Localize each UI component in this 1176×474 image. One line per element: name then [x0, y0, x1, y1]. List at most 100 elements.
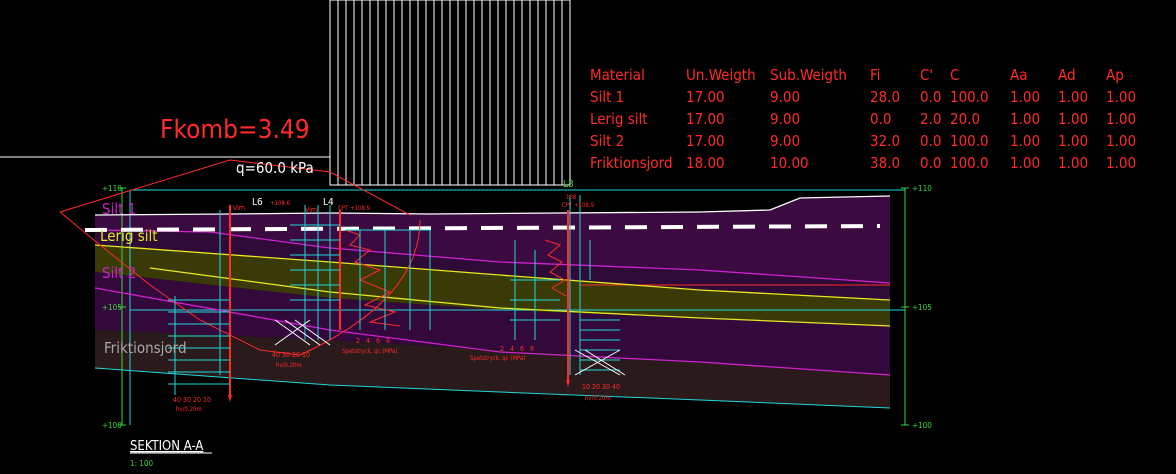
borehole-vim-label: Vim: [233, 204, 245, 212]
table-cell: Friktionsjord: [590, 154, 673, 172]
table-cell: 1.00: [1010, 110, 1040, 128]
table-header-cell: Material: [590, 66, 645, 84]
table-header-cell: Fi: [870, 66, 880, 84]
table-cell: 9.00: [770, 110, 800, 128]
table-cell: 1.00: [1010, 88, 1040, 106]
sounding-l3-scale: 10 20 30 40: [582, 383, 620, 391]
borehole-l6-level: +108.6: [270, 200, 291, 207]
elevation-right-110: +110: [912, 184, 932, 193]
table-header-cell: C: [950, 66, 959, 84]
table-cell: 0.0: [920, 88, 941, 106]
table-cell: Silt 1: [590, 88, 624, 106]
table-cell: 17.00: [686, 132, 725, 150]
borehole-l3-label: L3: [563, 179, 574, 190]
elevation-left-105: +105: [102, 303, 122, 312]
safety-factor-label: Fkomb=3.49: [160, 115, 310, 145]
boundary-yellow-line: [94, 244, 891, 301]
sounding-l6-caption: hv/0.20m: [176, 406, 202, 413]
material-table: Material Un.Weigth Sub.Weigth Fi C' C Aa Ad Ap Si…: [590, 66, 1136, 172]
section-scale: 1: 100: [130, 459, 153, 468]
table-header-cell: Un.Weigth: [686, 66, 756, 84]
table-cell: 100.0: [950, 154, 989, 172]
elevation-left-110: +110: [102, 184, 122, 193]
layer-label-friktionsjord: Friktionsjord: [104, 339, 187, 357]
table-cell: 32.0: [870, 132, 900, 150]
table-header-cell: Ad: [1058, 66, 1076, 84]
table-cell: 100.0: [950, 88, 989, 106]
table-cell: 0.0: [920, 154, 941, 172]
sounding-l3-caption: hv/0.20m: [585, 395, 611, 402]
table-cell: 10.00: [770, 154, 809, 172]
table-cell: 0.0: [870, 110, 891, 128]
table-cell: 28.0: [870, 88, 900, 106]
table-cell: Silt 2: [590, 132, 624, 150]
layer-label-silt2: Silt 2: [102, 264, 136, 282]
table-cell: 1.00: [1010, 154, 1040, 172]
table-cell: 1.00: [1106, 110, 1136, 128]
layer-label-silt1: Silt 1: [102, 200, 136, 218]
cpt-left-scale: 2 4 6 8: [356, 337, 390, 345]
table-cell: 1.00: [1058, 88, 1088, 106]
borehole-l4-cpt: CPT +108.9: [338, 205, 371, 212]
layer-boundaries: [94, 195, 891, 409]
table-cell: 18.00: [686, 154, 725, 172]
sounding-l4-caption: hv/0.20m: [276, 362, 302, 369]
table-cell: Lerig silt: [590, 110, 648, 128]
cpt-right-scale: 2 4 6 8: [500, 345, 534, 353]
table-cell: 1.00: [1058, 132, 1088, 150]
section-title: SEKTION A-A: [130, 439, 203, 454]
table-cell: 2.0: [920, 110, 941, 128]
table-cell: 1.00: [1106, 88, 1136, 106]
table-header-cell: Ap: [1106, 66, 1124, 84]
cpt-right-caption: Spetstryck, qc (MPa): [470, 355, 525, 362]
sounding-l4-scale: 40 30 20 10: [272, 351, 310, 359]
boundary-yellow-mid: [149, 267, 891, 327]
load-label: q=60.0 kPa: [236, 159, 314, 177]
layer-lerig-silt-fill: [95, 230, 890, 300]
elevation-axis-right: [901, 187, 909, 426]
table-cell: 1.00: [1106, 154, 1136, 172]
table-cell: 1.00: [1106, 132, 1136, 150]
layer-silt1-fill: [95, 196, 890, 283]
boundary-magenta-bottom: [94, 287, 891, 376]
table-cell: 17.00: [686, 110, 725, 128]
layer-label-lerig-silt: Lerig silt: [100, 227, 158, 245]
sounding-l6-scale: 40 30 20 10: [173, 396, 211, 404]
load-block: [0, 0, 571, 186]
table-cell: 1.00: [1010, 132, 1040, 150]
elevation-right-105: +105: [912, 303, 932, 312]
boundary-magenta-top: [94, 229, 891, 284]
groundwater-line: [84, 224, 881, 232]
bottom-boundary: [94, 367, 891, 409]
table-header-cell: Aa: [1010, 66, 1028, 84]
cpt-left-caption: Spetstryck, qc (MPa): [342, 348, 397, 355]
table-cell: 17.00: [686, 88, 725, 106]
borehole-vim2-label: Vim: [305, 206, 317, 214]
layer-friktionsjord-fill: [95, 330, 890, 408]
borehole-l3-cpt: CPT +108.9: [562, 202, 595, 209]
layer-silt2-olive-fill: [95, 245, 890, 326]
table-cell: 38.0: [870, 154, 900, 172]
borehole-l3: [510, 195, 626, 387]
table-cell: 9.00: [770, 88, 800, 106]
table-cell: 1.00: [1058, 154, 1088, 172]
borehole-l6: [168, 205, 232, 402]
elevation-left-100: +100: [102, 421, 122, 430]
borehole-l3-level: 108: [566, 194, 577, 201]
table-cell: 9.00: [770, 132, 800, 150]
table-header-cell: Sub.Weigth: [770, 66, 847, 84]
soil-layers: [95, 196, 890, 408]
table-cell: 20.0: [950, 110, 980, 128]
borehole-l6-label: L6: [252, 197, 263, 208]
table-cell: 1.00: [1058, 110, 1088, 128]
borehole-l4-label: L4: [323, 197, 334, 208]
elevation-axis-left: [118, 187, 126, 426]
borehole-l4: [274, 205, 431, 346]
layer-silt2-fill: [95, 272, 890, 375]
table-header-cell: C': [920, 66, 933, 84]
table-cell: 100.0: [950, 132, 989, 150]
ground-surface-line: [94, 195, 891, 216]
table-cell: 0.0: [920, 132, 941, 150]
